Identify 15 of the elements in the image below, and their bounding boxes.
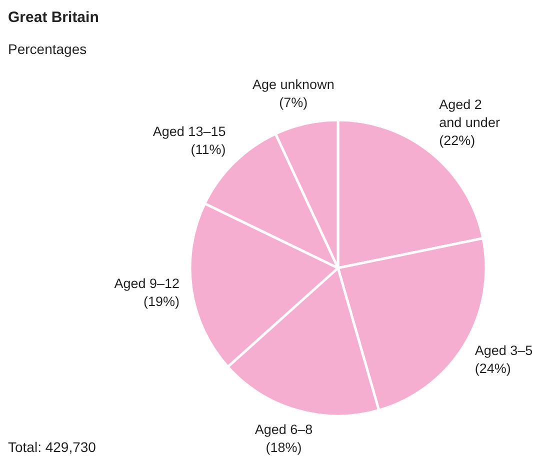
slice-label: Age unknown [252,77,334,92]
chart-subtitle: Percentages [8,41,87,57]
data-label: (24%) [474,361,511,376]
slice-label: Aged 9–12 [114,276,180,291]
slice-label: Aged 2 and under [439,97,500,130]
data-label: (18%) [266,440,302,456]
data-label: (11%) [190,142,226,158]
slice-label: Aged 3–5 [474,343,533,358]
chart-title: Great Britain [8,9,99,26]
text: Total: 429,730 [8,439,96,455]
data-label: (19%) [144,294,180,309]
data-label: (22%) [439,133,476,148]
data-label: (7%) [279,95,308,110]
slice-label: Aged 13–15 [152,124,226,140]
slice-label: Aged 6–8 [254,422,313,438]
